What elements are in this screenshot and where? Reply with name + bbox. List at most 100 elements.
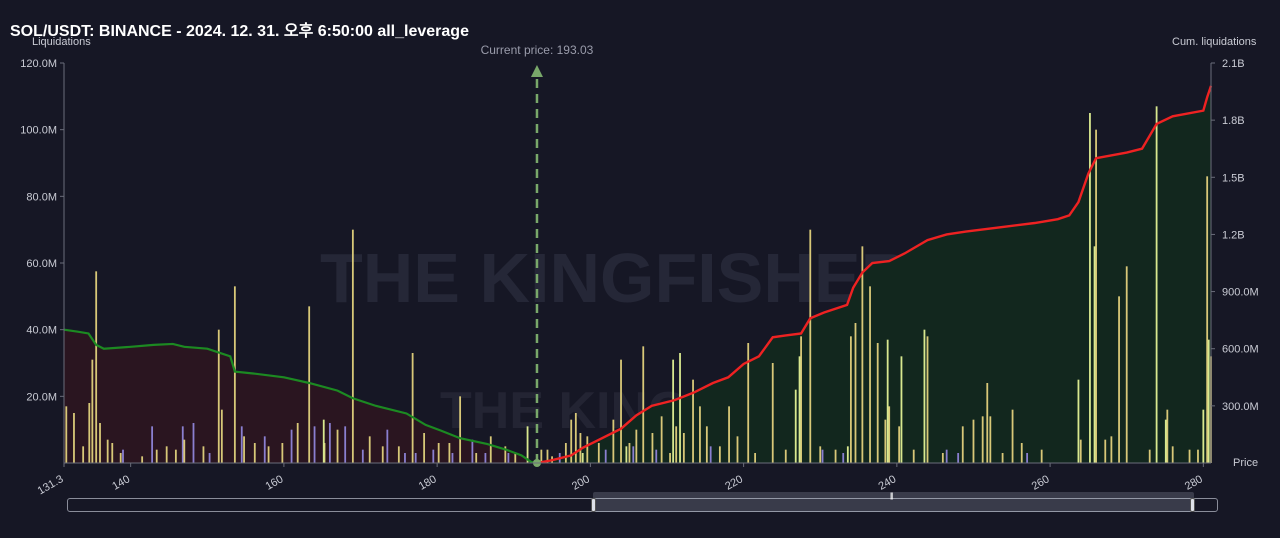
y2-tick-label: 1.5B bbox=[1222, 172, 1245, 184]
liquidation-bar-green bbox=[672, 359, 675, 463]
liquidation-bar-green bbox=[322, 419, 325, 463]
y-axis-title: Liquidations bbox=[32, 36, 91, 48]
zoom-slider-right-handle[interactable] bbox=[1190, 498, 1195, 512]
liquidation-bar-green bbox=[846, 446, 849, 463]
liquidation-bar-yellow bbox=[220, 409, 223, 463]
liquidation-bar-yellow bbox=[620, 359, 622, 463]
liquidation-bar-yellow bbox=[1206, 176, 1209, 464]
liquidation-bar-green bbox=[1093, 246, 1096, 463]
liquidation-bar-yellow bbox=[82, 446, 85, 463]
liquidation-bar-yellow bbox=[1040, 449, 1043, 463]
liquidation-bar-yellow bbox=[411, 353, 414, 463]
liquidation-bar-purple bbox=[821, 449, 824, 463]
liquidation-bar-purple bbox=[632, 446, 635, 463]
liquidation-bar-yellow bbox=[437, 443, 440, 463]
cum-right-line bbox=[536, 85, 1213, 465]
zoom-slider-left-handle[interactable] bbox=[591, 498, 596, 512]
liquidation-bar-yellow bbox=[728, 406, 730, 463]
zoom-slider-grip-icon[interactable]: ||| bbox=[890, 493, 894, 500]
liquidation-bar-yellow bbox=[834, 449, 837, 463]
liquidation-bars bbox=[65, 106, 1212, 464]
liquidation-bar-yellow bbox=[981, 416, 984, 463]
liquidation-bar-green bbox=[798, 356, 801, 463]
liquidation-bar-purple bbox=[507, 453, 510, 463]
liquidation-bar-purple bbox=[263, 436, 266, 463]
liquidation-bar-yellow bbox=[336, 429, 339, 463]
x-axis-title: Price bbox=[1233, 457, 1259, 469]
liquidation-bar-purple bbox=[122, 449, 124, 463]
y2-tick-label: 900.0M bbox=[1222, 287, 1259, 299]
liquidation-bar-yellow bbox=[574, 413, 577, 463]
x-tick-label: 160 bbox=[263, 473, 285, 493]
liquidation-bar-purple bbox=[313, 426, 316, 463]
x-tick-label: 180 bbox=[417, 473, 439, 493]
liquidation-bar-yellow bbox=[308, 306, 311, 463]
y2-tick-label: 1.8B bbox=[1222, 115, 1245, 127]
liquidation-bar-yellow bbox=[141, 456, 144, 463]
liquidation-bar-yellow bbox=[155, 449, 158, 463]
liquidation-bar-green bbox=[526, 426, 529, 463]
liquidation-bar-purple bbox=[432, 449, 435, 463]
liquidation-bar-yellow bbox=[692, 379, 694, 463]
liquidation-bar-green bbox=[794, 389, 797, 463]
liquidation-bar-yellow bbox=[628, 443, 631, 463]
liquidation-bar-yellow bbox=[65, 406, 68, 463]
current-price-arrow-icon bbox=[530, 65, 543, 77]
zoom-slider-window[interactable] bbox=[593, 492, 1194, 512]
liquidation-bar-yellow bbox=[771, 363, 774, 463]
liquidation-bar-yellow bbox=[612, 419, 615, 463]
liquidation-bar-yellow bbox=[718, 446, 721, 463]
liquidation-bar-yellow bbox=[1118, 296, 1120, 463]
liquidation-bar-yellow bbox=[699, 406, 701, 463]
liquidation-bar-yellow bbox=[459, 396, 462, 463]
liquidation-bar-yellow bbox=[884, 419, 887, 463]
x-tick-label: 220 bbox=[723, 473, 745, 493]
x-tick-label: 280 bbox=[1183, 473, 1205, 493]
liquidation-bar-yellow bbox=[682, 433, 685, 463]
liquidation-bar-purple bbox=[344, 426, 347, 463]
liquidation-bar-yellow bbox=[514, 453, 517, 463]
current-price-label: Current price: 193.03 bbox=[481, 43, 594, 57]
y-tick-label: 120.0M bbox=[20, 58, 57, 70]
liquidation-bar-yellow bbox=[1197, 449, 1199, 463]
liquidation-bar-green bbox=[1077, 379, 1080, 463]
liquidation-bar-yellow bbox=[989, 416, 992, 463]
liquidation-bar-yellow bbox=[869, 286, 871, 463]
liquidation-bar-yellow bbox=[281, 443, 284, 463]
liquidation-bar-yellow bbox=[570, 419, 573, 463]
x-tick-label: 260 bbox=[1030, 473, 1052, 493]
liquidation-bar-yellow bbox=[586, 436, 589, 463]
chart-title: SOL/USDT: BINANCE - 2024. 12. 31. 오후 6:5… bbox=[10, 23, 469, 40]
liquidation-bar-yellow bbox=[1110, 436, 1113, 463]
liquidation-bar-yellow bbox=[546, 449, 549, 463]
liquidation-bar-yellow bbox=[1171, 446, 1174, 463]
y2-tick-label: 2.1B bbox=[1222, 58, 1245, 70]
y-tick-label: 100.0M bbox=[20, 125, 57, 137]
liquidation-bar-yellow bbox=[119, 453, 122, 463]
y-tick-label: 40.0M bbox=[26, 325, 57, 337]
liquidation-bar-yellow bbox=[504, 446, 507, 463]
liquidation-bar-yellow bbox=[635, 429, 638, 463]
liquidation-bar-yellow bbox=[876, 343, 879, 463]
liquidation-bar-purple bbox=[192, 423, 195, 463]
liquidation-bar-green bbox=[886, 339, 889, 463]
zoom-slider-track[interactable] bbox=[67, 498, 1218, 512]
liquidation-bar-green bbox=[1155, 106, 1158, 463]
liquidation-bar-yellow bbox=[95, 271, 98, 463]
y-tick-label: 60.0M bbox=[26, 258, 57, 270]
liquidation-bar-yellow bbox=[243, 436, 245, 463]
y2-tick-label: 1.2B bbox=[1222, 229, 1245, 241]
liquidation-bar-purple bbox=[361, 449, 364, 463]
liquidation-bar-yellow bbox=[1011, 409, 1014, 463]
liquidation-bar-green bbox=[900, 356, 903, 463]
liquidation-bar-purple bbox=[604, 449, 607, 463]
liquidation-bar-yellow bbox=[88, 403, 91, 463]
liquidation-bar-yellow bbox=[475, 453, 478, 463]
liquidation-bar-yellow bbox=[972, 419, 975, 463]
y2-tick-label: 600.0M bbox=[1222, 344, 1259, 356]
liquidation-bar-yellow bbox=[912, 449, 915, 463]
y-tick-label: 80.0M bbox=[26, 191, 57, 203]
liquidation-bar-yellow bbox=[253, 443, 256, 463]
liquidation-bar-purple bbox=[709, 446, 712, 463]
